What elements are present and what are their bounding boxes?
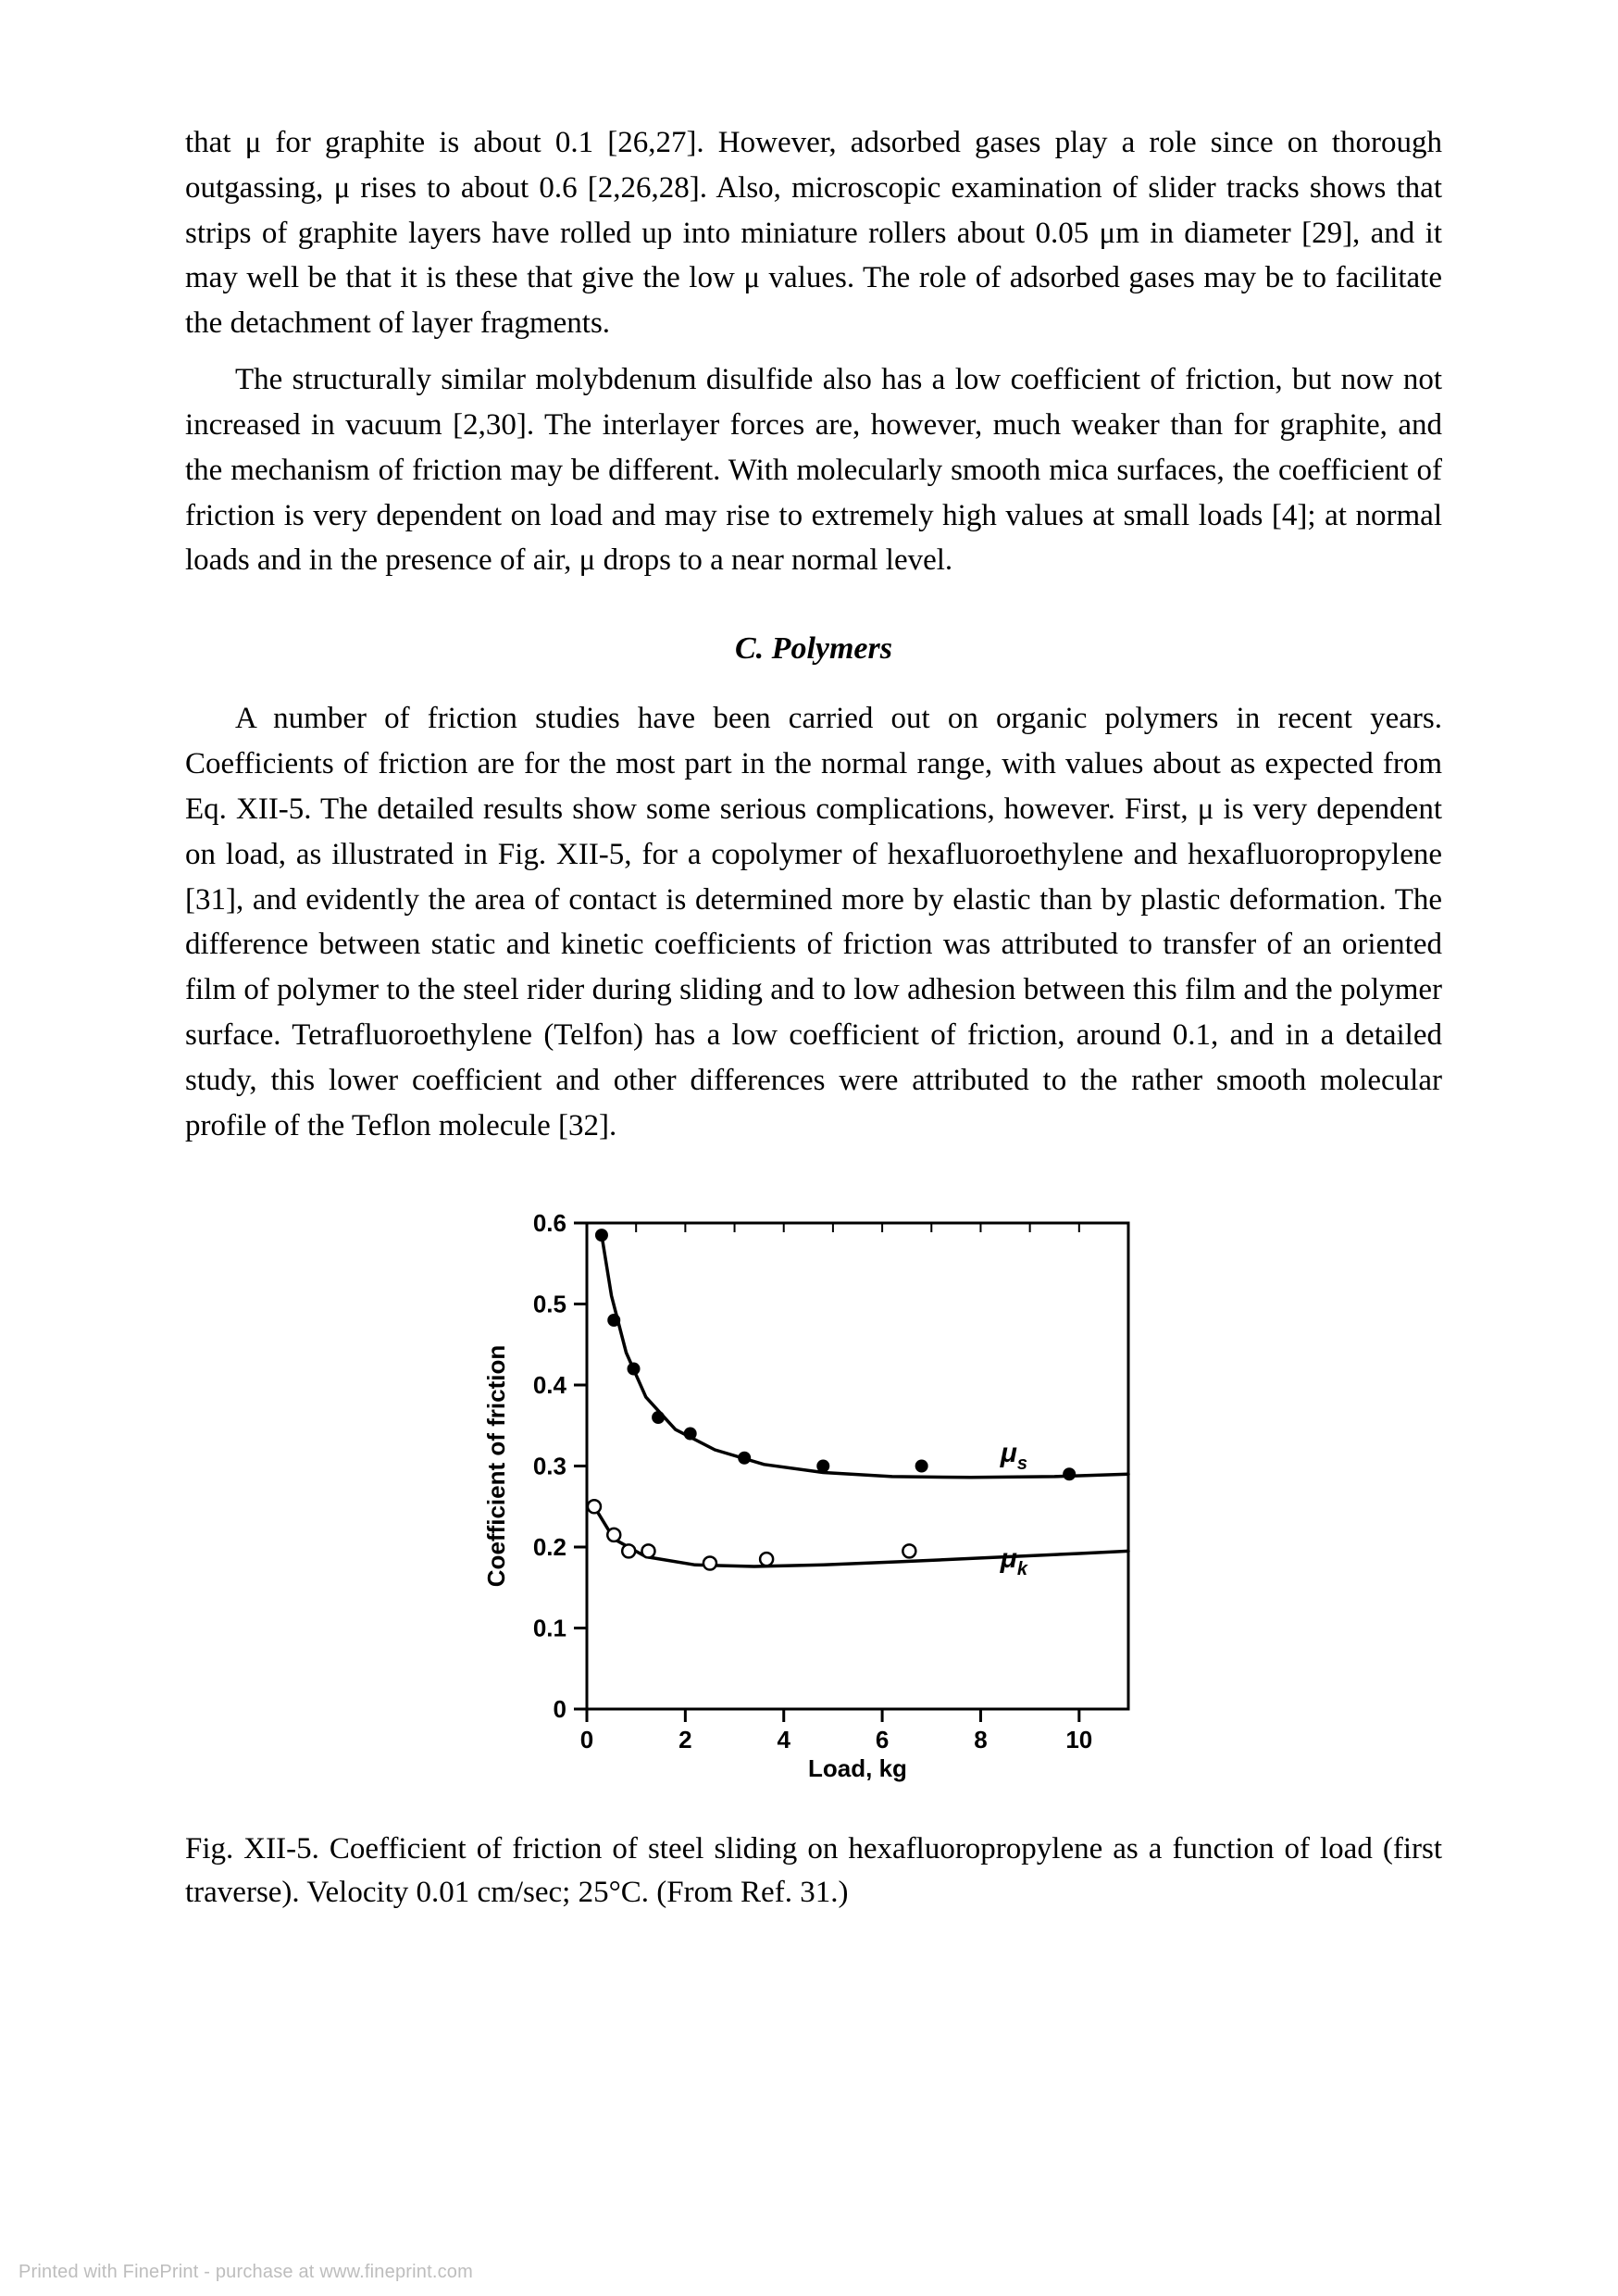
- footer-watermark: Printed with FinePrint - purchase at www…: [19, 2262, 473, 2283]
- svg-text:0: 0: [554, 1695, 566, 1723]
- svg-text:8: 8: [974, 1726, 987, 1753]
- svg-text:0.3: 0.3: [533, 1452, 566, 1479]
- figure-caption: Fig. XII-5. Coefficient of friction of s…: [185, 1828, 1442, 1916]
- paragraph-3: A number of friction studies have been c…: [185, 696, 1442, 1148]
- svg-text:2: 2: [678, 1726, 691, 1753]
- section-heading-c: C. Polymers: [185, 631, 1442, 667]
- svg-text:0.6: 0.6: [533, 1209, 566, 1237]
- figure-chart-svg: 0 0.1 0.2 0.3 0.4 0.5 0.6 0 2 4 6 8 10 Load, kg Coeffi…: [480, 1204, 1147, 1797]
- svg-text:10: 10: [1065, 1726, 1092, 1753]
- figure-xii-5: 0 0.1 0.2 0.3 0.4 0.5 0.6 0 2 4 6 8 10 Load, kg Coeffi…: [185, 1204, 1442, 1916]
- svg-text:Coefficient of friction: Coefficient of friction: [482, 1344, 510, 1586]
- paragraph-1: that μ for graphite is about 0.1 [26,27]…: [185, 120, 1442, 346]
- svg-text:0: 0: [580, 1726, 593, 1753]
- svg-text:0.5: 0.5: [533, 1290, 566, 1317]
- svg-text:4: 4: [777, 1726, 790, 1753]
- svg-text:μs: μs: [1000, 1438, 1027, 1474]
- paragraph-2: The structurally similar molybdenum disu…: [185, 357, 1442, 583]
- svg-text:0.1: 0.1: [533, 1614, 566, 1641]
- svg-text:0.4: 0.4: [533, 1371, 567, 1399]
- svg-text:0.2: 0.2: [533, 1533, 566, 1561]
- page: that μ for graphite is about 0.1 [26,27]…: [0, 0, 1618, 2296]
- svg-text:Load, kg: Load, kg: [808, 1754, 907, 1782]
- svg-text:μk: μk: [1000, 1542, 1028, 1578]
- svg-text:6: 6: [876, 1726, 889, 1753]
